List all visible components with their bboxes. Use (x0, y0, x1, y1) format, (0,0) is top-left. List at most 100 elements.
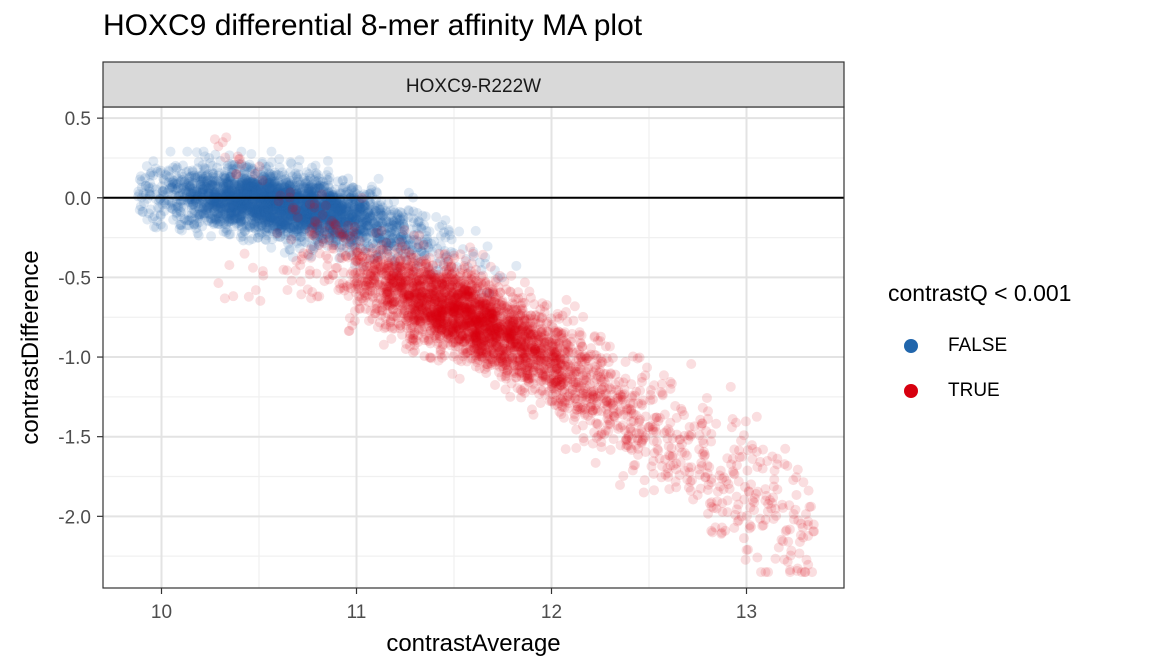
data-point-false (347, 241, 358, 252)
data-point-false (303, 211, 314, 222)
data-point-false (308, 189, 319, 200)
data-point-false (202, 202, 213, 213)
data-point-false (276, 217, 287, 228)
data-point-false (264, 168, 275, 179)
data-point-false (199, 163, 210, 174)
data-point-false (176, 175, 187, 186)
data-point-false (269, 170, 280, 181)
data-point-false (347, 208, 358, 219)
data-point-false (244, 186, 255, 197)
data-point-false (151, 222, 162, 233)
data-point-false (338, 230, 349, 241)
data-point-false (267, 234, 278, 245)
data-point-false (395, 244, 406, 255)
data-point-false (212, 204, 223, 215)
data-point-false (264, 216, 275, 227)
data-point-false (440, 215, 451, 226)
data-point-false (383, 216, 394, 227)
data-point-false (260, 180, 271, 191)
data-point-false (266, 204, 277, 215)
data-point-false (236, 201, 247, 212)
data-point-false (141, 161, 152, 172)
data-point-false (424, 226, 435, 237)
data-point-false (327, 209, 338, 220)
data-point-false (145, 204, 156, 215)
data-point-false (209, 186, 220, 197)
data-point-false (285, 196, 296, 207)
data-point-false (167, 200, 178, 211)
data-point-false (238, 200, 249, 211)
data-point-false (325, 219, 336, 230)
data-point-false (343, 217, 354, 228)
data-point-false (144, 186, 155, 197)
data-point-false (411, 235, 422, 246)
data-point-false (268, 220, 279, 231)
data-point-false (196, 194, 207, 205)
data-point-false (242, 191, 253, 202)
data-point-false (423, 243, 434, 254)
data-point-false (309, 205, 320, 216)
data-point-false (374, 245, 385, 256)
data-point-false (298, 225, 309, 236)
data-point-false (284, 180, 295, 191)
data-point-false (189, 186, 200, 197)
data-point-false (281, 179, 292, 190)
data-point-false (309, 220, 320, 231)
data-point-false (231, 200, 242, 211)
data-point-false (243, 201, 254, 212)
data-point-false (246, 182, 257, 193)
data-point-false (268, 220, 279, 231)
data-point-false (256, 197, 267, 208)
data-point-false (259, 207, 270, 218)
data-point-false (330, 236, 341, 247)
data-point-false (381, 216, 392, 227)
data-point-false (360, 217, 371, 228)
data-point-false (263, 204, 274, 215)
data-point-false (284, 222, 295, 233)
data-point-false (389, 207, 400, 218)
data-point-false (240, 208, 251, 219)
data-point-false (308, 203, 319, 214)
data-point-false (257, 183, 268, 194)
data-point-true (468, 248, 479, 259)
data-point-false (348, 212, 359, 223)
data-point-false (241, 185, 252, 196)
data-point-false (267, 185, 278, 196)
data-point-false (269, 204, 280, 215)
data-point-false (319, 218, 330, 229)
data-point-false (347, 182, 358, 193)
data-point-false (371, 220, 382, 231)
data-point-false (236, 210, 247, 221)
data-point-false (284, 188, 295, 199)
data-point-false (294, 207, 305, 218)
data-point-false (308, 217, 319, 228)
data-point-false (341, 227, 352, 238)
data-point-false (350, 214, 361, 225)
data-point-false (328, 213, 339, 224)
data-point-false (204, 152, 215, 163)
data-point-false (273, 176, 284, 187)
data-point-false (290, 198, 301, 209)
data-point-false (214, 219, 225, 230)
data-point-false (332, 219, 343, 230)
data-point-false (266, 202, 277, 213)
data-point-false (347, 212, 358, 223)
data-point-false (301, 213, 312, 224)
data-point-false (173, 182, 184, 193)
data-point-false (336, 204, 347, 215)
data-point-false (227, 203, 238, 214)
data-point-false (234, 179, 245, 190)
data-point-false (138, 188, 149, 199)
data-point-false (211, 201, 222, 212)
data-point-false (220, 189, 231, 200)
data-point-false (235, 211, 246, 222)
data-point-false (220, 173, 231, 184)
data-point-false (281, 221, 292, 232)
data-point-false (186, 208, 197, 219)
data-point-false (280, 210, 291, 221)
data-point-false (282, 204, 293, 215)
data-point-false (146, 167, 157, 178)
data-point-true (578, 311, 589, 322)
data-point-false (406, 245, 417, 256)
data-point-false (206, 179, 217, 190)
